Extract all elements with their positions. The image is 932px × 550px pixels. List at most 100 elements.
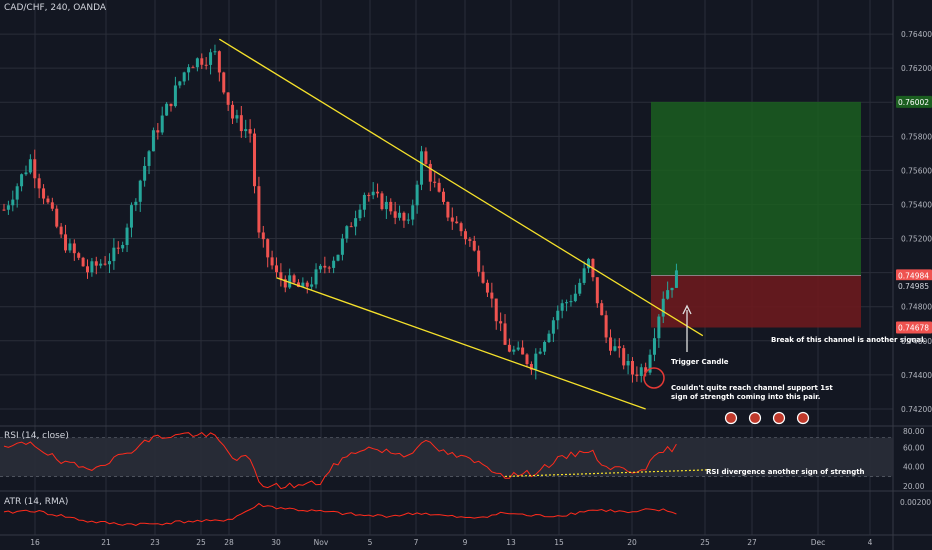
candle-body — [266, 239, 270, 258]
candle — [15, 183, 19, 208]
candle-body — [626, 360, 630, 366]
candle-body — [578, 282, 582, 294]
candle — [551, 317, 555, 343]
candle — [209, 48, 213, 75]
candle-body — [420, 151, 424, 185]
candle — [604, 310, 608, 344]
candle — [33, 149, 37, 189]
candle — [28, 154, 32, 175]
candle-body — [411, 205, 415, 220]
candle-body — [6, 205, 10, 210]
candle — [195, 57, 199, 72]
candle — [231, 100, 235, 125]
trigger-arrow-head — [682, 304, 692, 315]
candle — [345, 225, 349, 243]
candle-body — [77, 253, 81, 258]
candle — [283, 275, 287, 293]
candle-body — [195, 58, 199, 68]
candle-body — [169, 103, 173, 107]
candle — [674, 263, 678, 288]
candle-body — [165, 103, 169, 116]
candle-body — [521, 347, 525, 355]
price-tick-label: 0.74400 — [901, 371, 932, 380]
candle-body — [332, 260, 336, 268]
annotations: Trigger Candle Break of this channel is a… — [643, 304, 926, 425]
candle — [490, 282, 494, 308]
candle — [187, 64, 191, 81]
candle-body — [490, 292, 494, 299]
candle — [411, 199, 415, 226]
time-tick-label: 27 — [747, 538, 757, 547]
candle-body — [384, 201, 388, 210]
stop-badge: 0.74678 — [898, 324, 929, 333]
time-tick-label: 7 — [414, 538, 419, 547]
candle — [398, 205, 402, 221]
candle-body — [270, 257, 274, 266]
candle — [116, 241, 120, 255]
candle-body — [406, 219, 410, 221]
candle-body — [459, 223, 463, 232]
candle — [639, 363, 643, 383]
candle-body — [569, 301, 573, 303]
candle — [463, 228, 467, 245]
candle — [182, 71, 186, 86]
candle-body — [595, 277, 599, 304]
candle — [64, 224, 68, 253]
candle-body — [231, 104, 235, 119]
upper-right-badge-bg — [896, 280, 932, 293]
candle — [512, 345, 516, 355]
candle-body — [450, 217, 454, 222]
atr-label[interactable]: ATR (14, RMA) — [4, 497, 69, 507]
candle — [362, 192, 366, 218]
rsi-tick-label: 40.00 — [903, 463, 925, 472]
candle-body — [657, 316, 661, 339]
time-tick-label: 30 — [271, 538, 281, 547]
candle-body — [274, 265, 278, 273]
candle-body — [42, 188, 46, 199]
candle-body — [547, 333, 551, 343]
candle-body — [314, 269, 318, 285]
upper-right-badge: 0.74985 — [898, 282, 929, 291]
candle — [143, 157, 147, 187]
candle-body — [415, 184, 419, 206]
candle — [393, 201, 397, 225]
candle — [305, 280, 309, 294]
candle-body — [156, 130, 160, 133]
candle-body — [428, 163, 432, 182]
candle-body — [33, 159, 37, 179]
rsi-label[interactable]: RSI (14, close) — [4, 431, 69, 441]
candle — [455, 216, 459, 224]
candle — [336, 254, 340, 262]
candle — [318, 264, 322, 273]
symbol-label[interactable]: CAD/CHF, 240, OANDA — [4, 3, 106, 13]
candle — [292, 273, 296, 285]
candle — [310, 276, 314, 290]
candle-body — [534, 353, 538, 370]
candle — [301, 277, 305, 288]
candle — [402, 211, 406, 228]
candle — [507, 338, 511, 353]
candle — [239, 105, 243, 138]
candle-body — [151, 130, 155, 152]
candle — [525, 353, 529, 368]
candle — [138, 179, 142, 212]
candle — [20, 173, 24, 192]
candle-body — [318, 265, 322, 270]
candle-body — [437, 182, 441, 192]
atr-tick-label: 0.00200 — [900, 498, 931, 507]
price-tick-label: 0.75600 — [901, 166, 932, 175]
candle — [86, 259, 90, 279]
candle — [121, 241, 125, 253]
candle-body — [310, 284, 314, 287]
candle — [6, 200, 10, 215]
price-tick-label: 0.75200 — [901, 235, 932, 244]
candle — [279, 263, 283, 287]
rsi-pane: RSI divergence another sign of strength — [0, 431, 893, 490]
rsi-band — [0, 437, 893, 477]
candle-body — [68, 243, 72, 251]
candle — [288, 268, 292, 290]
candle — [77, 251, 81, 261]
trigger-candle-label: Trigger Candle — [671, 358, 729, 366]
candle — [24, 165, 28, 176]
